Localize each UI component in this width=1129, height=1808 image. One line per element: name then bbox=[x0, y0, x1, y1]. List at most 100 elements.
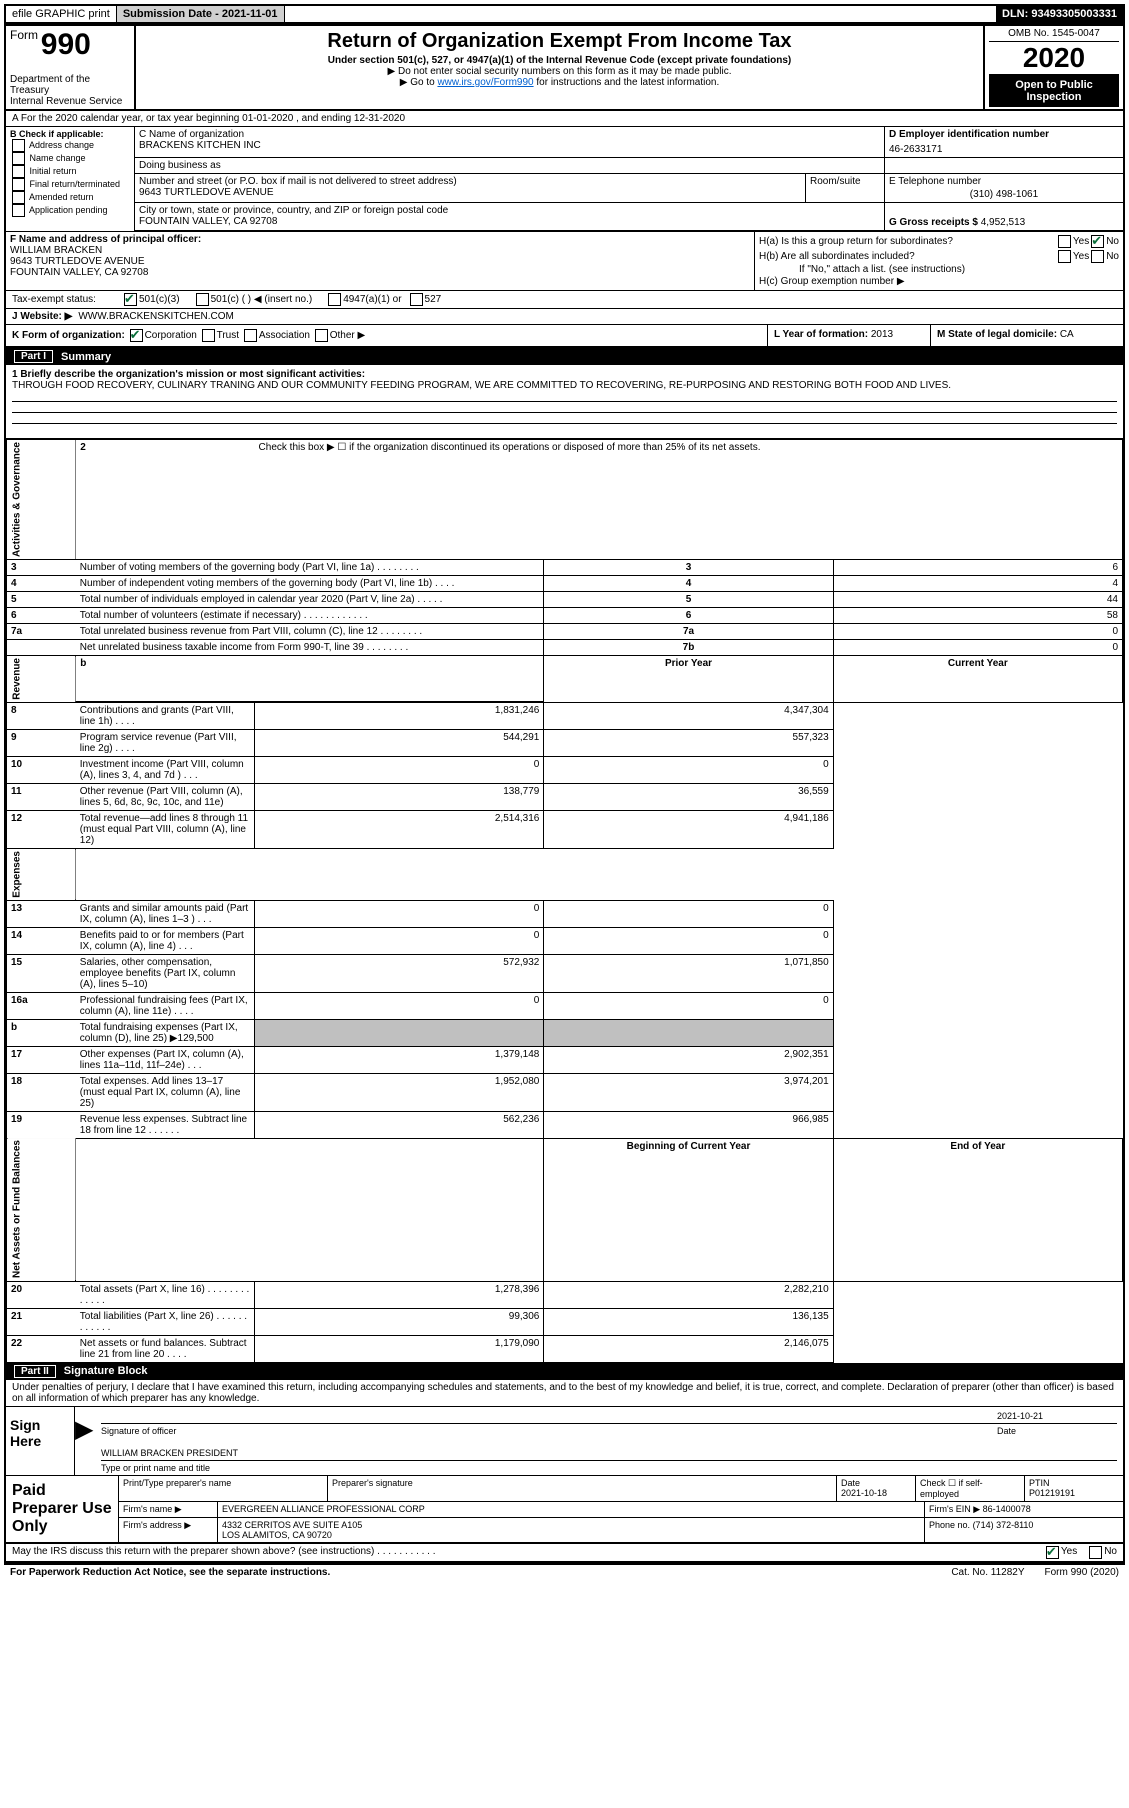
l-value: 2013 bbox=[871, 329, 893, 340]
b-checkbox[interactable] bbox=[12, 204, 25, 217]
dba-label: Doing business as bbox=[139, 160, 221, 171]
sig-officer-label: Signature of officer bbox=[101, 1426, 997, 1436]
curr-val: 557,323 bbox=[544, 730, 833, 757]
ha-no-checkbox[interactable] bbox=[1091, 235, 1104, 248]
note2-suffix: for instructions and the latest informat… bbox=[536, 77, 719, 88]
hb-no-checkbox[interactable] bbox=[1091, 250, 1104, 263]
hc-label: H(c) Group exemption number ▶ bbox=[759, 276, 905, 287]
ptin-val: P01219191 bbox=[1029, 1488, 1119, 1498]
note2-prefix: ▶ Go to bbox=[400, 77, 438, 88]
b-checkbox[interactable] bbox=[12, 178, 25, 191]
assoc-checkbox[interactable] bbox=[244, 329, 257, 342]
line-num: 20 bbox=[7, 1281, 76, 1308]
b-checkbox[interactable] bbox=[12, 139, 25, 152]
prior-val: 1,379,148 bbox=[255, 1046, 544, 1073]
dept-treasury: Department of the Treasury Internal Reve… bbox=[10, 74, 130, 107]
line-desc: Benefits paid to or for members (Part IX… bbox=[76, 927, 255, 954]
line-num: 3 bbox=[7, 560, 76, 576]
gross-value: 4,952,513 bbox=[981, 217, 1026, 228]
trust-checkbox[interactable] bbox=[202, 329, 215, 342]
line-num: 7a bbox=[7, 624, 76, 640]
501c-checkbox[interactable] bbox=[196, 293, 209, 306]
prior-val: 544,291 bbox=[255, 730, 544, 757]
line-val: 0 bbox=[833, 624, 1122, 640]
open-public-badge: Open to Public Inspection bbox=[989, 75, 1119, 107]
m-box: M State of legal domicile: CA bbox=[931, 325, 1123, 346]
paid-row: Paid Preparer Use Only Print/Type prepar… bbox=[6, 1476, 1123, 1544]
4947-checkbox[interactable] bbox=[328, 293, 341, 306]
prep-date: Date 2021-10-18 bbox=[837, 1476, 916, 1501]
discuss-no-checkbox[interactable] bbox=[1089, 1546, 1102, 1559]
prior-val: 0 bbox=[255, 900, 544, 927]
check-self: Check ☐ if self-employed bbox=[916, 1476, 1025, 1501]
ha-yes-checkbox[interactable] bbox=[1058, 235, 1071, 248]
b-checkbox[interactable] bbox=[12, 152, 25, 165]
corp-checkbox[interactable] bbox=[130, 329, 143, 342]
paid-label: Paid Preparer Use Only bbox=[6, 1476, 119, 1542]
line-val: 6 bbox=[833, 560, 1122, 576]
side-label-ag: Activities & Governance bbox=[7, 440, 76, 560]
phone-value: (310) 498-1061 bbox=[889, 189, 1119, 200]
527-checkbox[interactable] bbox=[410, 293, 423, 306]
irs-discuss-text: May the IRS discuss this return with the… bbox=[12, 1546, 1044, 1559]
curr-val: 0 bbox=[544, 927, 833, 954]
tax-status-row: Tax-exempt status: 501(c)(3) 501(c) ( ) … bbox=[6, 291, 1123, 309]
line-val: 44 bbox=[833, 592, 1122, 608]
submission-date-button[interactable]: Submission Date - 2021-11-01 bbox=[117, 6, 285, 22]
col-b: B Check if applicable: Address change Na… bbox=[6, 127, 135, 231]
line-desc: Investment income (Part VIII, column (A)… bbox=[76, 757, 255, 784]
b-checkbox-item: Name change bbox=[10, 152, 130, 165]
line-desc: Contributions and grants (Part VIII, lin… bbox=[76, 702, 255, 730]
line-desc: Net assets or fund balances. Subtract li… bbox=[76, 1335, 255, 1362]
q1-label: 1 Briefly describe the organization's mi… bbox=[12, 369, 1117, 380]
ptin-box: PTIN P01219191 bbox=[1025, 1476, 1123, 1501]
note-ssn: ▶ Do not enter social security numbers o… bbox=[140, 66, 979, 77]
501c3-checkbox[interactable] bbox=[124, 293, 137, 306]
year-box: OMB No. 1545-0047 2020 Open to Public In… bbox=[985, 26, 1123, 109]
bc-row: B Check if applicable: Address change Na… bbox=[6, 127, 1123, 232]
box-num: 5 bbox=[544, 592, 833, 608]
line-desc: Total liabilities (Part X, line 26) . . … bbox=[76, 1308, 255, 1335]
sign-here-label: Sign Here bbox=[6, 1407, 75, 1475]
discuss-yes-checkbox[interactable] bbox=[1046, 1546, 1059, 1559]
form-label: Form bbox=[10, 28, 38, 42]
firm-addr: 4332 CERRITOS AVE SUITE A105 LOS ALAMITO… bbox=[218, 1518, 925, 1542]
b-checkbox-item: Final return/terminated bbox=[10, 178, 130, 191]
box-num: 3 bbox=[544, 560, 833, 576]
prior-val: 572,932 bbox=[255, 954, 544, 992]
curr-val: 3,974,201 bbox=[544, 1073, 833, 1111]
other-checkbox[interactable] bbox=[315, 329, 328, 342]
l-label: L Year of formation: bbox=[774, 329, 868, 340]
section-a: A For the 2020 calendar year, or tax yea… bbox=[6, 111, 1123, 127]
curr-val: 2,282,210 bbox=[544, 1281, 833, 1308]
sig-officer-blank bbox=[101, 1409, 997, 1423]
hb-yes-checkbox[interactable] bbox=[1058, 250, 1071, 263]
firm-addr-label: Firm's address ▶ bbox=[119, 1518, 218, 1542]
prior-val: 2,514,316 bbox=[255, 811, 544, 849]
form-container: Form 990 Department of the Treasury Inte… bbox=[4, 24, 1125, 1565]
ha-yes: Yes bbox=[1073, 236, 1089, 247]
addr-box: Number and street (or P.O. box if mail i… bbox=[135, 174, 806, 202]
paperwork-notice: For Paperwork Reduction Act Notice, see … bbox=[10, 1567, 931, 1578]
line-num: b bbox=[7, 1019, 76, 1046]
room-suite: Room/suite bbox=[806, 174, 885, 202]
line-desc: Program service revenue (Part VIII, line… bbox=[76, 730, 255, 757]
4947-label: 4947(a)(1) or bbox=[343, 294, 401, 305]
officer-box: F Name and address of principal officer:… bbox=[6, 232, 755, 290]
hdr-beg: Beginning of Current Year bbox=[544, 1138, 833, 1281]
line-desc: Total unrelated business revenue from Pa… bbox=[76, 624, 544, 640]
hb-label: H(b) Are all subordinates included? bbox=[759, 251, 1056, 262]
curr-val: 4,347,304 bbox=[544, 702, 833, 730]
curr-val: 2,146,075 bbox=[544, 1335, 833, 1362]
irs-link[interactable]: www.irs.gov/Form990 bbox=[437, 77, 533, 88]
c-label: C Name of organization bbox=[139, 129, 880, 140]
b-checkbox-item: Initial return bbox=[10, 165, 130, 178]
hdr-prior: Prior Year bbox=[544, 656, 833, 703]
dba-box: Doing business as bbox=[135, 158, 885, 173]
b-checkbox[interactable] bbox=[12, 191, 25, 204]
officer-addr1: 9643 TURTLEDOVE AVENUE bbox=[10, 256, 750, 267]
b-checkbox[interactable] bbox=[12, 165, 25, 178]
ptin-label: PTIN bbox=[1029, 1478, 1119, 1488]
officer-addr2: FOUNTAIN VALLEY, CA 92708 bbox=[10, 267, 750, 278]
b-checkbox-item: Address change bbox=[10, 139, 130, 152]
